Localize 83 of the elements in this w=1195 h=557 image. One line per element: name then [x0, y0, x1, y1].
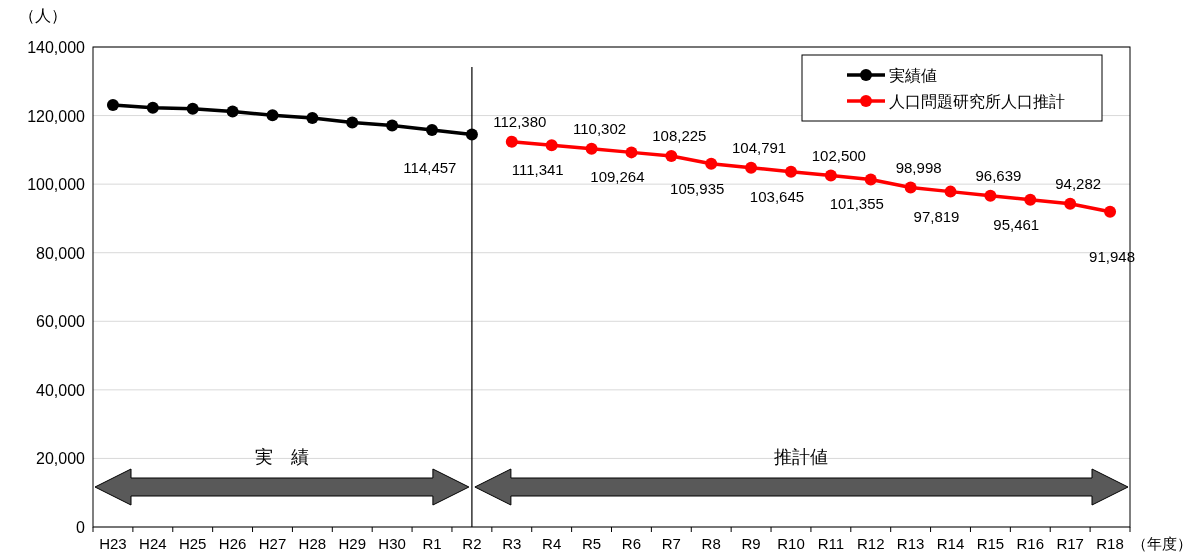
x-tick-label: H30 [378, 535, 406, 552]
y-tick-label: 60,000 [36, 313, 86, 331]
data-label: 102,500 [811, 146, 866, 164]
x-tick-label: H23 [99, 535, 127, 552]
x-tick-label: R14 [936, 535, 965, 552]
x-tick-label: R4 [542, 535, 562, 552]
point [426, 123, 439, 136]
data-label: 104,791 [731, 138, 787, 156]
point [1064, 197, 1077, 210]
y-axis-title: （人） [19, 7, 67, 24]
point [705, 157, 718, 170]
x-tick-label: R11 [817, 535, 845, 552]
x-tick-label: R6 [621, 535, 642, 552]
x-tick-label: R13 [896, 535, 925, 552]
point [505, 135, 518, 148]
data-label: 112,380 [493, 112, 547, 130]
legend-label: 実績値 [889, 67, 937, 84]
y-tick-label: 120,000 [27, 107, 86, 125]
point [745, 161, 758, 174]
data-label: 95,461 [993, 215, 1040, 233]
y-tick-label: 40,000 [36, 381, 86, 399]
legend-label: 人口問題研究所人口推計 [889, 93, 1065, 110]
x-tick-label: H24 [139, 535, 167, 552]
y-tick-label: 80,000 [36, 244, 86, 262]
point [346, 116, 359, 129]
x-tick-label: R18 [1096, 535, 1124, 552]
point [106, 98, 119, 111]
point [625, 146, 638, 159]
point [266, 109, 279, 122]
data-label: 91,948 [1089, 247, 1135, 265]
y-tick-label: 100,000 [27, 176, 86, 194]
point [784, 165, 797, 178]
point [386, 119, 399, 132]
point [1024, 193, 1037, 206]
point [226, 105, 239, 118]
x-tick-label: R17 [1056, 535, 1084, 552]
data-label: 109,264 [590, 168, 645, 186]
data-label: 111,341 [511, 161, 564, 179]
annotation: 推計値 [774, 447, 829, 467]
point [146, 101, 159, 114]
data-label: 105,935 [670, 179, 725, 197]
x-tick-label: H29 [338, 535, 367, 552]
x-tick-label: H27 [258, 535, 287, 552]
data-label: 108,225 [652, 126, 707, 144]
x-tick-label: H26 [218, 535, 247, 552]
point [864, 173, 877, 186]
data-label: 98,998 [895, 158, 942, 176]
x-tick-label: R12 [856, 535, 885, 552]
y-tick-label: 140,000 [27, 39, 86, 56]
point [186, 102, 199, 115]
point [944, 185, 957, 198]
point [824, 169, 837, 182]
point [465, 128, 478, 141]
data-label: 110,302 [573, 119, 627, 137]
x-tick-label: R10 [777, 535, 805, 552]
point [1104, 205, 1117, 218]
data-label: 103,645 [749, 187, 805, 205]
point [585, 142, 598, 155]
x-tick-label: H25 [178, 535, 207, 552]
data-label: 97,819 [913, 207, 960, 225]
point [545, 139, 558, 152]
point [984, 189, 997, 202]
data-label: 114,457 [403, 158, 457, 176]
y-tick-label: 20,000 [36, 450, 86, 468]
annotation: 実 績 [254, 447, 309, 467]
x-tick-label: R3 [502, 535, 522, 552]
x-tick-label: R5 [581, 535, 602, 552]
x-tick-label: H28 [298, 535, 327, 552]
x-tick-label: R2 [462, 535, 482, 552]
x-tick-label: R16 [1016, 535, 1045, 552]
point [904, 181, 917, 194]
y-tick-label: 0 [76, 519, 86, 536]
x-tick-label: R15 [976, 535, 1005, 552]
data-label: 101,355 [829, 195, 884, 213]
x-tick-label: R1 [422, 535, 442, 552]
data-label: 94,282 [1055, 174, 1102, 192]
x-axis-title: （年度） [1132, 535, 1192, 552]
point [665, 149, 678, 162]
point [306, 111, 319, 124]
x-tick-label: R8 [701, 535, 721, 552]
x-tick-label: R9 [741, 535, 761, 552]
x-tick-label: R7 [661, 535, 681, 552]
data-label: 96,639 [975, 166, 1022, 184]
